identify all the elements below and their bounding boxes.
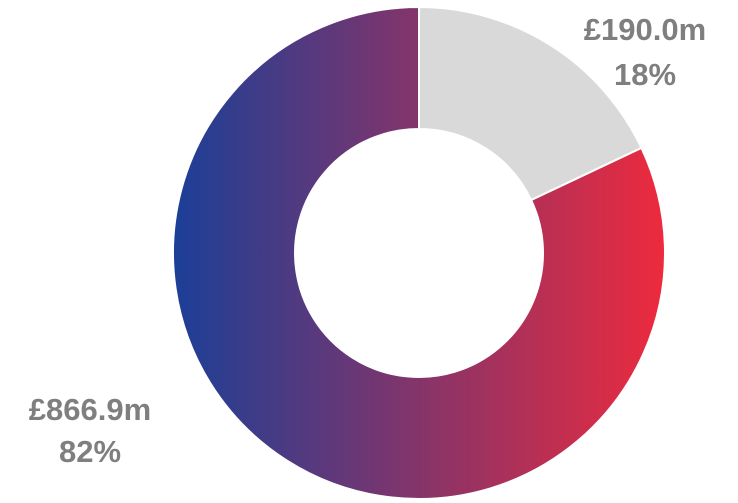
slice-label-190-value: £190.0m (584, 12, 706, 47)
donut-slices (172, 5, 666, 500)
slice-label-866-percent: 82% (59, 434, 121, 469)
donut-slice-0 (418, 5, 643, 202)
slice-label-866-value: £866.9m (29, 392, 151, 427)
slice-label-190-percent: 18% (614, 57, 676, 92)
donut-slice-1 (172, 5, 666, 500)
